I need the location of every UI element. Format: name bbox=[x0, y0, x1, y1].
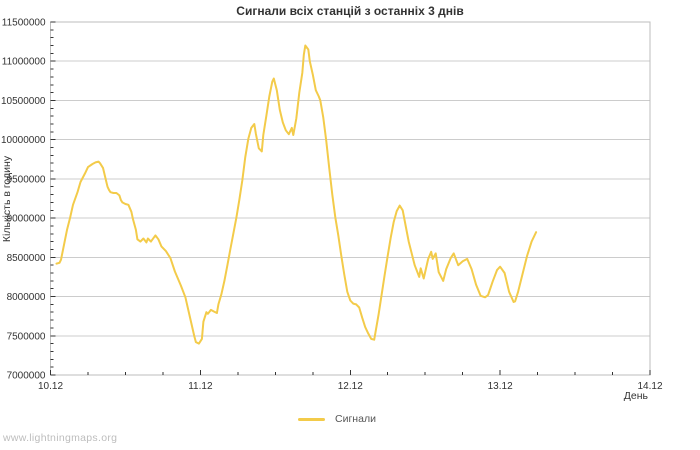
x-axis-title: День bbox=[623, 390, 648, 402]
watermark-text: www.lightningmaps.org bbox=[3, 432, 118, 444]
legend-label: Сигнали bbox=[335, 413, 376, 425]
y-tick-label: 9500000 bbox=[7, 174, 46, 185]
x-tick-label: 12.12 bbox=[338, 381, 363, 392]
y-tick-label: 7000000 bbox=[7, 371, 46, 382]
series-line-signals bbox=[55, 44, 538, 345]
x-tick-label: 14.12 bbox=[637, 381, 662, 392]
legend-swatch bbox=[298, 417, 326, 421]
x-tick-label: 10.12 bbox=[38, 381, 63, 392]
y-tick-label: 8000000 bbox=[7, 292, 46, 303]
x-tick-label: 11.12 bbox=[188, 381, 213, 392]
y-tick-label: 8500000 bbox=[7, 253, 46, 264]
y-tick-label: 10000000 bbox=[1, 135, 46, 146]
plot-frame bbox=[50, 21, 651, 376]
x-tick-label: 13.12 bbox=[488, 381, 513, 392]
legend: Сигнали bbox=[0, 413, 687, 425]
y-tick-label: 11500000 bbox=[2, 18, 46, 29]
y-tick-label: 10500000 bbox=[1, 96, 46, 107]
y-tick-label: 9000000 bbox=[7, 214, 46, 225]
chart-title: Сигнали всіх станцій з останніх 3 днів bbox=[236, 4, 464, 18]
y-tick-label: 7500000 bbox=[7, 331, 46, 342]
y-tick-label: 11000000 bbox=[2, 57, 46, 68]
